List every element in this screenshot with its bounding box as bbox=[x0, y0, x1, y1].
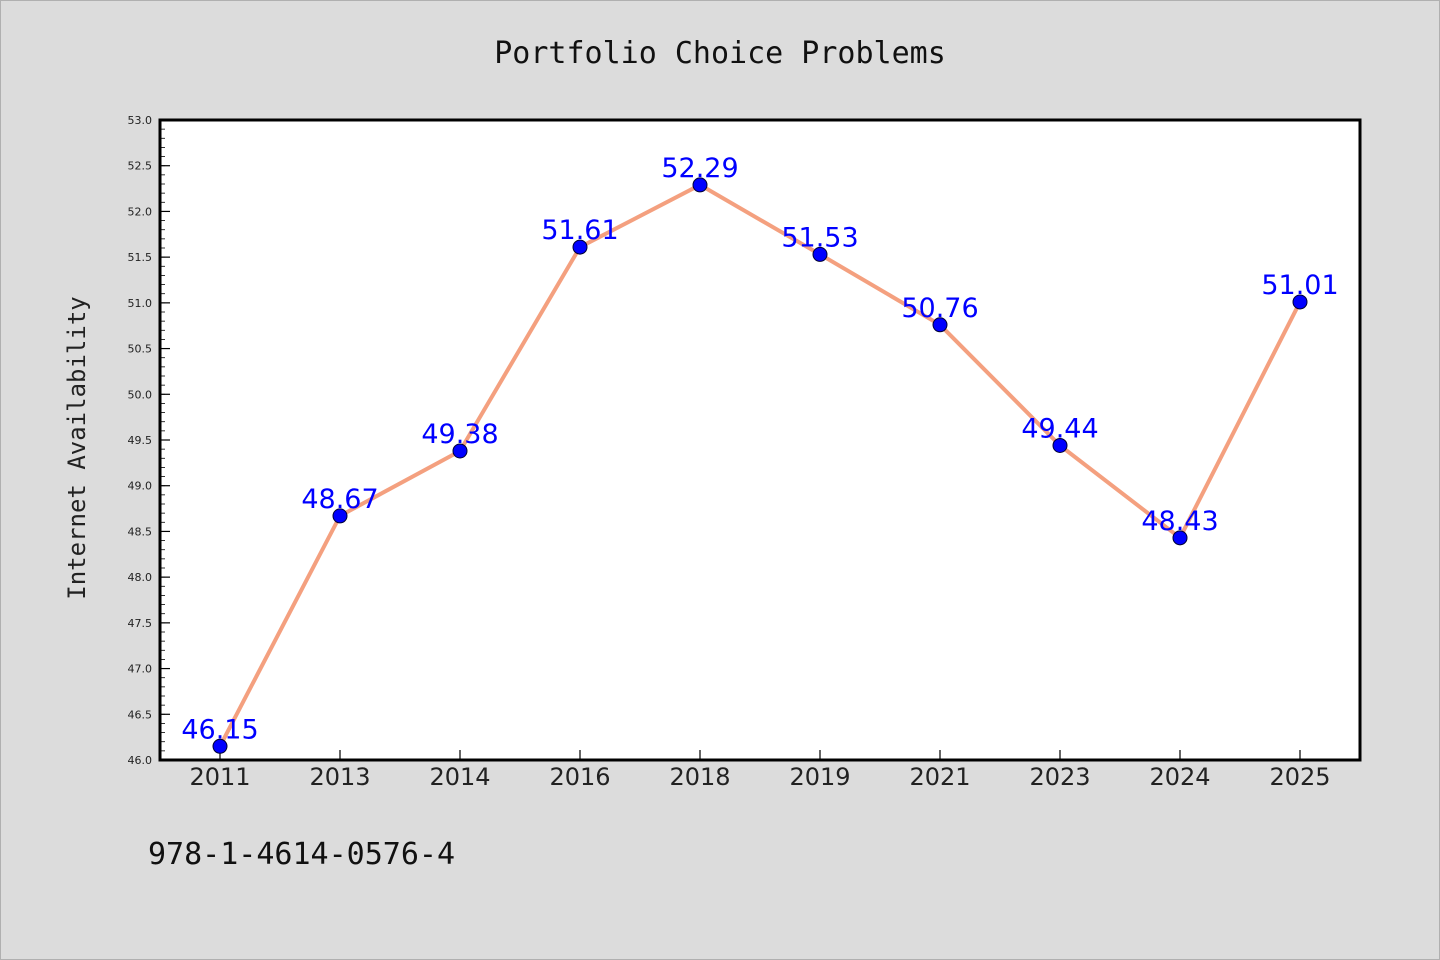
data-label-2016: 51.61 bbox=[541, 215, 618, 246]
data-label-2019: 51.53 bbox=[781, 222, 858, 253]
x-tick-label-2014: 2014 bbox=[429, 763, 490, 791]
x-tick-label-2011: 2011 bbox=[189, 763, 250, 791]
x-tick-label-2013: 2013 bbox=[309, 763, 370, 791]
x-tick-label-2018: 2018 bbox=[669, 763, 730, 791]
x-tick-label-2024: 2024 bbox=[1149, 763, 1210, 791]
y-tick-label: 46.5 bbox=[128, 708, 153, 721]
chart-title: Portfolio Choice Problems bbox=[494, 36, 946, 71]
y-tick-label: 52.0 bbox=[128, 205, 153, 218]
y-tick-label: 49.0 bbox=[128, 480, 153, 493]
y-tick-label: 48.0 bbox=[128, 571, 153, 584]
data-label-2014: 49.38 bbox=[421, 419, 498, 450]
data-point-2021 bbox=[932, 317, 948, 333]
data-label-2013: 48.67 bbox=[301, 484, 378, 515]
data-point-2019 bbox=[812, 246, 828, 262]
y-tick-label: 47.0 bbox=[128, 663, 153, 676]
x-tick-label-2019: 2019 bbox=[789, 763, 850, 791]
series-line bbox=[218, 182, 1302, 748]
x-tick-label-2021: 2021 bbox=[909, 763, 970, 791]
y-tick-label: 51.5 bbox=[128, 251, 153, 264]
y-axis-ticks: 46.0 46.5 47.0 47.5 48.0 48.5 49.0 49.5 50.0 50.5… bbox=[128, 114, 170, 767]
data-label-2021: 50.76 bbox=[901, 293, 978, 324]
x-tick-label-2025: 2025 bbox=[1269, 763, 1330, 791]
y-tick-label: 50.5 bbox=[128, 343, 153, 356]
y-tick-label: 52.5 bbox=[128, 160, 153, 173]
data-point-2025 bbox=[1292, 294, 1308, 310]
y-tick-label: 53.0 bbox=[128, 114, 153, 127]
x-axis-ticks: 2011 2013 2014 2016 2018 2019 2021 2023 2024 2025 bbox=[189, 750, 1331, 791]
data-point-2013 bbox=[332, 508, 348, 524]
data-label-2023: 49.44 bbox=[1021, 413, 1098, 444]
y-tick-label: 51.0 bbox=[128, 297, 153, 310]
data-label-2018: 52.29 bbox=[661, 153, 738, 184]
data-point-2024 bbox=[1172, 530, 1188, 546]
y-tick-label: 47.5 bbox=[128, 617, 153, 630]
y-tick-label: 46.0 bbox=[128, 754, 153, 767]
y-tick-label: 49.5 bbox=[128, 434, 153, 447]
y-tick-label: 48.5 bbox=[128, 525, 153, 538]
series-line-group bbox=[212, 177, 1308, 754]
data-label-2024: 48.43 bbox=[1141, 506, 1218, 537]
plot-area bbox=[160, 120, 1360, 760]
data-label-2025: 51.01 bbox=[1261, 270, 1338, 301]
footer-isbn: 978-1-4614-0576-4 bbox=[148, 837, 455, 872]
data-point-2018 bbox=[692, 177, 708, 193]
y-tick-label: 50.0 bbox=[128, 388, 153, 401]
data-point-2016 bbox=[572, 239, 588, 255]
data-point-2011 bbox=[212, 738, 228, 754]
data-point-2014 bbox=[452, 443, 468, 459]
y-axis-label: Internet Availability bbox=[63, 296, 91, 599]
data-labels-group: 46.15 48.67 49.38 51.61 52.29 51.53 50.76 49.44… bbox=[181, 153, 1338, 745]
plot-frame bbox=[158, 118, 1362, 762]
data-point-2023 bbox=[1052, 437, 1068, 453]
data-label-2011: 46.15 bbox=[181, 714, 258, 745]
x-tick-label-2016: 2016 bbox=[549, 763, 610, 791]
x-tick-label-2023: 2023 bbox=[1029, 763, 1090, 791]
